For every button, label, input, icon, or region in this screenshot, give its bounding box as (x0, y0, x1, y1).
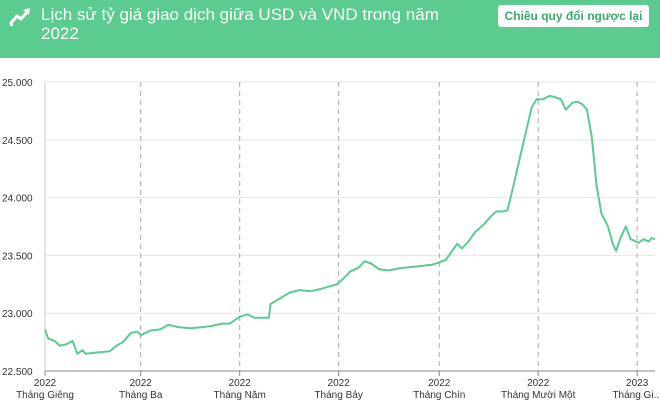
page-title: Lịch sử tỷ giá giao dịch giữa USD và VND… (41, 5, 439, 43)
x-tick-label: Tháng Ba (119, 390, 163, 401)
series-line (44, 94, 656, 355)
x-tick-label: Tháng Gi... (612, 390, 660, 401)
axes: 22.500 23.000 23.500 24.000 24.500 25.000 2022… (2, 78, 660, 401)
x-tick-label: Tháng Năm (214, 390, 266, 401)
y-tick-label: 22.500 (2, 367, 33, 378)
swap-direction-button[interactable]: Chiều quy đổi ngược lại (498, 5, 649, 27)
x-tick-year: 2022 (130, 378, 153, 389)
x-tick-label: Tháng Chín (413, 390, 465, 401)
y-tick-label: 23.500 (2, 251, 33, 262)
trending-up-icon (9, 8, 30, 26)
x-tick-year: 2022 (428, 378, 451, 389)
x-tick-year: 2022 (34, 378, 57, 389)
grid (44, 81, 655, 372)
x-tick-label: Tháng Giêng (16, 390, 74, 401)
y-tick-label: 25.000 (2, 78, 33, 89)
y-tick-label: 24.500 (2, 136, 33, 147)
chart-area: 22.500 23.000 23.500 24.000 24.500 25.000 2022… (0, 58, 660, 404)
x-tick-label: Tháng Mười Một (501, 390, 576, 401)
x-tick-year: 2022 (527, 378, 550, 389)
chart-header: Lịch sử tỷ giá giao dịch giữa USD và VND… (0, 0, 660, 58)
series-layer (44, 94, 656, 355)
x-tick-year: 2022 (229, 378, 252, 389)
x-tick-year: 2023 (626, 378, 649, 389)
x-tick-label: Tháng Bảy (314, 390, 362, 401)
exchange-rate-chart: 22.500 23.000 23.500 24.000 24.500 25.000 2022… (2, 78, 660, 401)
y-tick-label: 23.000 (2, 309, 33, 320)
x-tick-year: 2022 (328, 378, 351, 389)
y-tick-label: 24.000 (2, 194, 33, 205)
